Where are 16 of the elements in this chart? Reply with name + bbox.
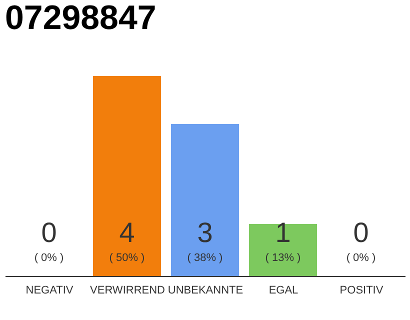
data-label: ( 38% ) — [187, 252, 223, 264]
x-tick-label: UNBEKANNTE — [168, 284, 244, 296]
data-label: ( 0% ) — [346, 252, 376, 264]
annotation: 0 — [41, 217, 57, 248]
x-tick-label: VERWIRREND — [90, 284, 166, 296]
x-tick-label: POSITIV — [340, 284, 384, 296]
data-label: ( 50% ) — [109, 252, 145, 264]
x-tick-label: EGAL — [268, 284, 298, 296]
annotation: 0 — [353, 217, 369, 248]
data-label: ( 0% ) — [34, 252, 64, 264]
data-label: ( 13% ) — [265, 252, 301, 264]
annotation: 1 — [275, 217, 291, 248]
x-tick-label: NEGATIV — [26, 284, 74, 296]
annotation: 3 — [197, 217, 213, 248]
annotation: 4 — [119, 217, 135, 248]
chart-title: 07298847 — [5, 0, 156, 37]
